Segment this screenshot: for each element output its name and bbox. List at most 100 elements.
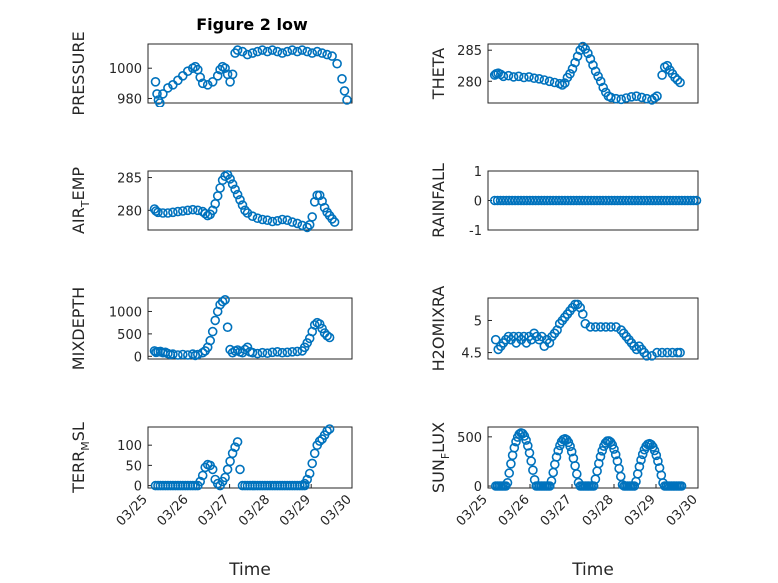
data-point — [207, 464, 218, 475]
data-point — [312, 46, 323, 57]
data-point — [616, 94, 627, 105]
data-point — [590, 66, 601, 77]
data-point — [606, 92, 616, 103]
data-point — [598, 82, 609, 93]
y-tick-label: 50 — [125, 459, 142, 474]
data-point — [210, 315, 220, 326]
data-point — [304, 468, 315, 479]
data-point — [277, 347, 288, 358]
data-point — [657, 70, 667, 80]
data-point — [627, 195, 637, 206]
data-point — [262, 46, 273, 57]
data-point — [544, 481, 555, 491]
x-tick-label: 03/29 — [277, 492, 314, 529]
x-tick-label: 03/27 — [538, 492, 575, 529]
data-point — [637, 449, 648, 460]
data-point — [277, 48, 288, 58]
data-point — [225, 174, 235, 184]
data-point — [657, 347, 667, 358]
data-point — [163, 83, 173, 93]
data-point — [262, 215, 273, 225]
data-point — [685, 195, 696, 206]
data-point — [688, 195, 699, 206]
x-tick-label: 03/25 — [114, 492, 151, 529]
data-point — [302, 474, 313, 485]
y-axis-label: THETA — [429, 48, 448, 100]
data-point — [235, 195, 245, 205]
data-point — [292, 46, 303, 57]
y-tick-label: 1000 — [109, 305, 142, 320]
subplot-2: 280 285 THETA — [429, 41, 699, 105]
data-point — [546, 476, 557, 486]
data-point — [282, 347, 293, 358]
data-point — [566, 446, 577, 457]
y-tick-label: 285 — [117, 172, 142, 187]
data-point — [691, 195, 702, 206]
data-point — [173, 350, 183, 360]
data-point — [498, 71, 509, 82]
series-markers — [150, 424, 335, 491]
data-point — [309, 320, 320, 330]
data-point — [565, 69, 575, 79]
data-point — [267, 45, 278, 55]
y-axis-label: PRESSURE — [69, 31, 88, 115]
y-axis-label: H2OMIXRA — [429, 286, 448, 372]
data-point — [510, 195, 520, 206]
y-axis-label: SUNFLUX — [429, 422, 452, 493]
data-point — [551, 195, 561, 206]
data-point — [672, 75, 683, 85]
y-axis-label: TERRMSL — [69, 422, 92, 494]
data-point — [237, 46, 248, 57]
data-point — [636, 92, 647, 103]
data-point — [530, 195, 541, 206]
data-point — [511, 436, 521, 447]
data-point — [329, 217, 340, 227]
data-point — [220, 294, 230, 305]
data-point — [178, 206, 188, 216]
data-point — [570, 57, 580, 68]
x-tick-label: 03/26 — [155, 492, 192, 529]
data-point — [571, 469, 582, 479]
data-point — [342, 95, 352, 105]
data-point — [277, 214, 288, 225]
data-point — [651, 450, 662, 461]
data-point — [675, 77, 685, 88]
data-point — [168, 207, 178, 218]
data-point — [589, 195, 599, 206]
data-point — [302, 46, 313, 57]
data-point — [227, 69, 238, 80]
data-point — [235, 464, 245, 475]
data-point — [307, 212, 318, 222]
y-tick-label: 4.5 — [461, 347, 482, 362]
data-point — [339, 86, 350, 96]
figure-title: Figure 2 low — [196, 15, 308, 34]
data-point — [232, 45, 243, 55]
data-point — [287, 45, 298, 55]
data-point — [611, 93, 621, 104]
data-point — [309, 448, 320, 459]
data-point — [222, 464, 233, 475]
data-point — [220, 63, 230, 73]
y-tick-label: 980 — [117, 92, 142, 107]
data-point — [513, 71, 524, 82]
x-tick-label: 03/27 — [195, 492, 232, 529]
series-markers — [490, 299, 685, 361]
data-point — [544, 76, 555, 87]
data-point — [163, 208, 173, 218]
data-point — [317, 48, 327, 58]
data-point — [502, 477, 513, 488]
data-point — [267, 216, 278, 227]
data-point — [626, 92, 637, 102]
data-point — [287, 217, 298, 227]
data-point — [534, 74, 545, 84]
subplot-5: 0 500 1000 MIXDEPTH — [69, 287, 353, 370]
data-point — [641, 350, 652, 361]
data-point — [314, 190, 325, 201]
data-point — [257, 347, 268, 358]
data-point — [600, 322, 611, 332]
y-tick-label: 280 — [457, 75, 482, 90]
data-point — [652, 91, 662, 101]
series-markers — [150, 45, 352, 107]
series-markers — [149, 294, 335, 361]
data-point — [610, 449, 621, 460]
